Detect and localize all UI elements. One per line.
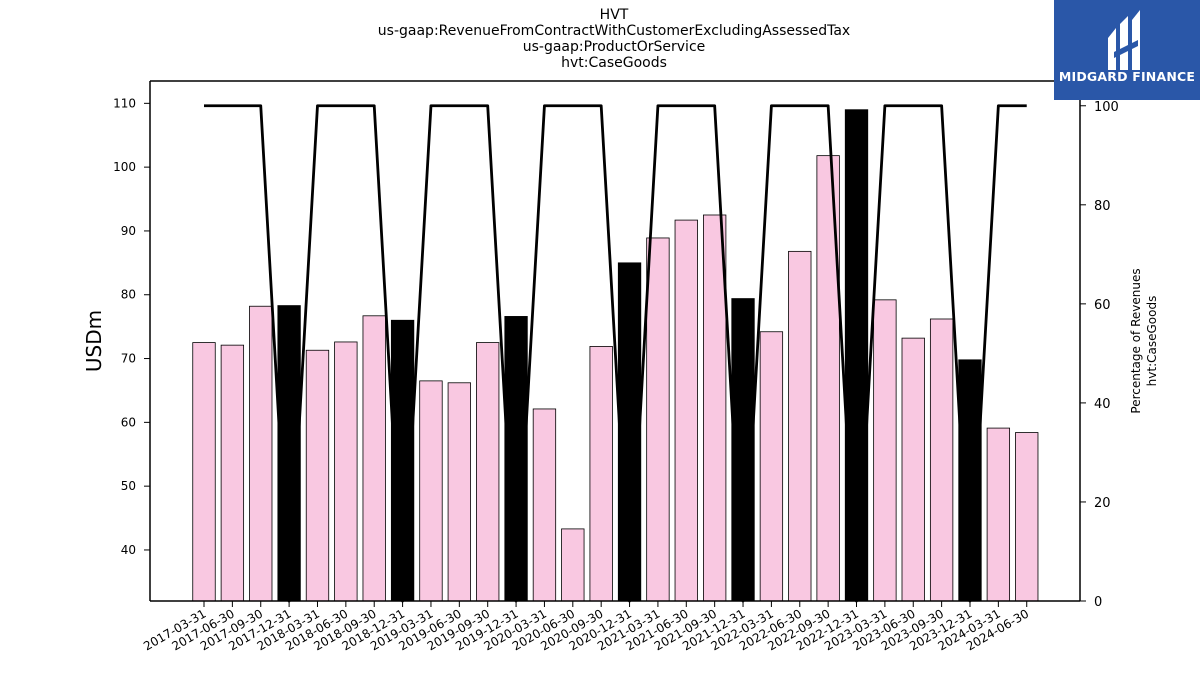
logo-mark-icon xyxy=(1108,10,1140,70)
y-tick-label: 90 xyxy=(121,224,136,238)
bar xyxy=(362,315,386,602)
midgard-finance-logo: MIDGARD FINANCE xyxy=(1054,0,1200,100)
bar xyxy=(986,427,1011,602)
logo-text: MIDGARD FINANCE xyxy=(1058,69,1196,84)
title-line-1: HVT xyxy=(599,7,629,23)
bar xyxy=(929,318,954,602)
bar xyxy=(334,341,358,602)
y2-tick-label: 40 xyxy=(1094,397,1111,412)
bar xyxy=(305,349,330,602)
title-line-4: hvt:CaseGoods xyxy=(561,55,667,71)
bar xyxy=(476,342,500,602)
percentage-line-group xyxy=(204,104,1027,603)
y2-tick-label: 60 xyxy=(1094,298,1111,313)
bar xyxy=(419,380,443,602)
bar xyxy=(759,331,784,602)
y-tick-label: 70 xyxy=(121,352,136,366)
y2-axis-label-line-2: hvt:CaseGoods xyxy=(1145,296,1159,387)
y-tick-label: 60 xyxy=(121,415,136,429)
y-tick-label: 50 xyxy=(121,479,136,493)
y2-tick-label: 0 xyxy=(1094,595,1102,610)
bar xyxy=(844,109,869,602)
bar xyxy=(703,214,727,602)
bar xyxy=(249,305,273,602)
bar xyxy=(447,382,471,602)
bar xyxy=(674,219,698,602)
bar xyxy=(1015,432,1039,602)
y-axis-label: USDm xyxy=(82,310,106,372)
bar xyxy=(646,237,670,602)
percentage-line xyxy=(204,104,1027,603)
y2-tick-label: 20 xyxy=(1094,496,1111,511)
y-tick-label: 100 xyxy=(113,160,136,174)
bar xyxy=(532,408,557,602)
y-tick-label: 80 xyxy=(121,288,136,302)
bar-group xyxy=(192,109,1039,602)
bar xyxy=(901,337,925,602)
y2-axis-label-line-1: Percentage of Revenues xyxy=(1129,268,1143,413)
bar xyxy=(617,262,642,602)
title-line-3: us-gaap:ProductOrService xyxy=(522,39,706,55)
y-tick-label: 110 xyxy=(113,96,136,110)
title-line-2: us-gaap:RevenueFromContractWithCustomerE… xyxy=(377,23,851,39)
bar xyxy=(192,342,216,602)
y2-tick-label: 80 xyxy=(1094,199,1111,214)
y2-tick-label: 100 xyxy=(1094,100,1119,115)
bar xyxy=(220,344,245,602)
bar xyxy=(788,250,812,602)
bar xyxy=(561,528,585,602)
y-tick-label: 40 xyxy=(121,543,136,557)
bar xyxy=(873,299,897,602)
bar xyxy=(589,346,613,602)
